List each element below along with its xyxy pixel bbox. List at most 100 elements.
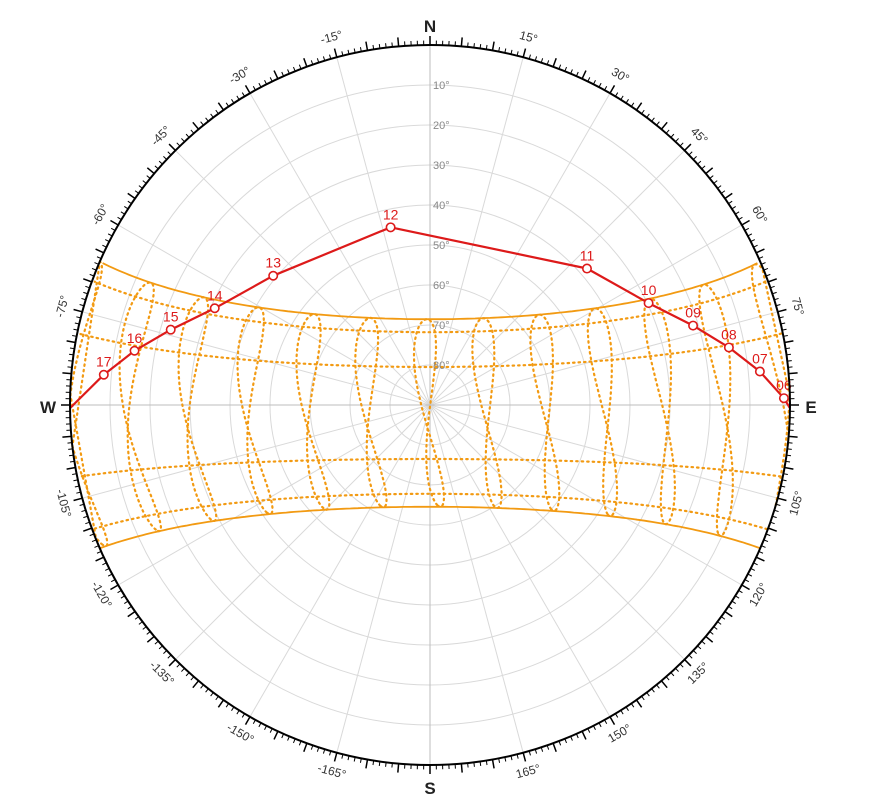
azimuth-tick [176,142,181,147]
declination-curve [92,492,768,531]
azimuth-tick [146,175,151,179]
azimuth-tick [485,44,488,50]
azimuth-tick [697,645,702,650]
azimuth-tick [768,527,778,532]
azimuth-tick [735,211,740,215]
azimuth-tick [138,621,143,625]
azimuth-tick [244,716,251,725]
azimuth-tick [775,503,781,506]
analemma-13 [354,316,388,509]
azimuth-tick [316,58,320,63]
azimuth-tick [516,51,519,56]
azimuth-spoke [117,404,431,586]
azimuth-tick [724,192,733,200]
azimuth-tick [158,160,163,165]
azimuth-tick [200,684,204,689]
azimuth-label: -150° [224,720,256,747]
azimuth-tick [269,728,273,733]
azimuth-tick [546,60,550,65]
azimuth-tick [69,460,75,463]
azimuth-tick [167,654,172,659]
azimuth-tick [770,285,775,289]
azimuth-tick [62,372,72,375]
azimuth-tick [738,589,743,594]
azimuth-tick [713,626,718,630]
azimuth-tick [146,631,151,635]
azimuth-tick [765,533,771,537]
azimuth-spoke [429,57,524,406]
azimuth-tick [735,595,740,599]
azimuth-tick [552,57,557,67]
sun-point-13 [268,270,279,281]
azimuth-tick [322,749,326,754]
azimuth-tick [720,616,726,620]
azimuth-tick [679,142,684,147]
azimuth-tick [786,454,792,457]
azimuth-tick [738,216,743,221]
azimuth-tick [91,267,97,271]
altitude-label: 10° [433,80,450,92]
azimuth-tick [241,713,246,718]
hour-label-08: 08 [721,326,737,342]
azimuth-tick [96,550,102,554]
analemma-8 [643,297,677,526]
azimuth-tick [105,567,110,571]
analemma-grid [69,259,791,549]
azimuth-tick [316,747,320,752]
azimuth-tick [138,185,143,189]
azimuth-tick [498,47,501,52]
azimuth-tick [341,754,344,759]
azimuth-tick [491,41,495,51]
azimuth-tick [134,190,140,194]
azimuth-tick [761,262,766,265]
azimuth-tick [692,650,697,654]
azimuth-tick [89,273,95,277]
azimuth-tick [158,645,163,650]
azimuth-label: -75° [53,294,72,319]
azimuth-tick [124,206,129,210]
solstice-limit-south [99,505,761,549]
azimuth-tick [102,244,107,248]
azimuth-tick [598,82,602,88]
azimuth-tick [540,58,544,63]
altitude-label: 80° [433,360,450,372]
azimuth-tick [534,56,538,61]
azimuth-tick [68,353,74,356]
azimuth-tick [181,138,185,143]
azimuth-tick [558,740,562,746]
azimuth-spoke [175,150,431,406]
azimuth-tick [85,521,90,525]
azimuth-tick [252,719,256,725]
azimuth-tick [134,616,140,620]
azimuth-tick [787,448,792,450]
azimuth-tick [66,340,76,344]
azimuth-label: 165° [514,761,542,781]
azimuth-tick [784,340,794,344]
azimuth-tick [540,747,544,752]
azimuth-tick [709,631,714,635]
azimuth-tick [347,49,350,55]
azimuth-tick [95,248,105,254]
azimuth-tick [287,69,290,74]
azimuth-tick [587,728,591,733]
azimuth-tick [68,448,73,450]
azimuth-label: 150° [605,721,634,746]
azimuth-tick [82,527,92,532]
azimuth-tick [117,216,122,221]
azimuth-tick [479,761,482,767]
azimuth-tick [192,121,200,130]
azimuth-tick [105,239,110,243]
azimuth-label: 30° [609,65,632,86]
azimuth-tick [68,454,74,457]
azimuth-tick [298,64,302,70]
azimuth-tick [620,95,624,100]
azimuth-tick [625,706,629,711]
azimuth-tick [782,479,787,482]
azimuth-spoke [429,404,611,718]
azimuth-label: -15° [319,27,344,46]
azimuth-tick [516,754,519,759]
azimuth-tick [651,688,655,693]
azimuth-tick [341,51,344,56]
azimuth-tick [110,219,119,226]
azimuth-tick [635,102,643,111]
